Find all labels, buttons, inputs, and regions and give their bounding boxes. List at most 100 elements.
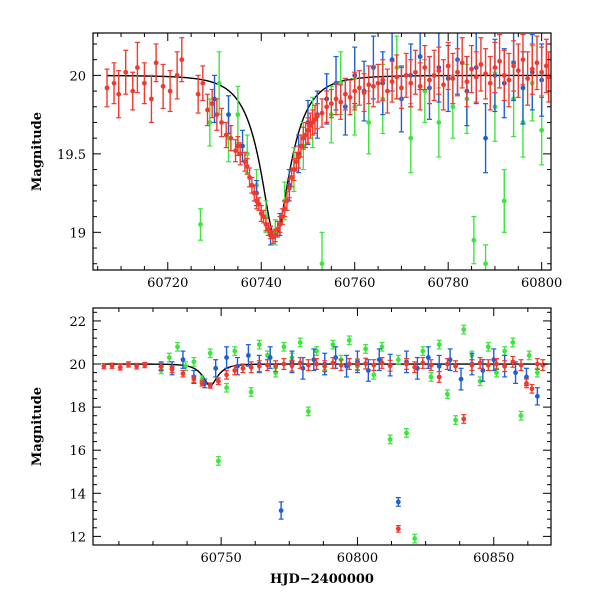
data-point xyxy=(333,355,339,360)
data-point xyxy=(403,72,409,78)
data-point xyxy=(330,342,336,348)
data-point xyxy=(420,348,426,354)
data-point xyxy=(224,385,229,391)
data-point xyxy=(379,360,385,366)
data-point xyxy=(461,327,467,332)
data-point xyxy=(483,71,488,77)
data-point xyxy=(436,374,442,380)
data-point xyxy=(179,57,185,63)
data-point xyxy=(169,367,175,372)
data-point xyxy=(404,361,409,367)
data-point xyxy=(213,365,219,371)
y-tick-label: 18 xyxy=(69,401,86,416)
data-point xyxy=(477,360,483,366)
data-point xyxy=(453,363,458,369)
data-point xyxy=(513,370,518,376)
data-point xyxy=(281,344,287,350)
y-tick-label: 22 xyxy=(69,315,86,330)
data-point xyxy=(273,363,279,369)
data-point xyxy=(319,261,325,267)
plot-area xyxy=(101,324,549,544)
data-point xyxy=(464,79,470,85)
data-point xyxy=(387,437,393,442)
data-point xyxy=(175,344,180,350)
data-point xyxy=(526,353,532,358)
data-point xyxy=(328,101,334,107)
x-tick-label: 60850 xyxy=(473,551,514,566)
data-point xyxy=(256,342,262,348)
data-point xyxy=(237,151,243,157)
data-point xyxy=(160,83,166,89)
data-point xyxy=(455,69,460,75)
data-point xyxy=(153,60,159,66)
data-point xyxy=(453,417,458,423)
data-point xyxy=(242,159,248,165)
data-point xyxy=(174,72,180,78)
data-point xyxy=(248,389,254,395)
data-point xyxy=(510,359,516,365)
data-point xyxy=(142,362,148,368)
data-point xyxy=(126,362,131,367)
data-point xyxy=(417,83,423,89)
data-point xyxy=(356,85,362,91)
data-point xyxy=(180,371,186,377)
data-point xyxy=(404,430,409,436)
data-point xyxy=(366,82,372,88)
data-point xyxy=(235,143,241,149)
data-point xyxy=(506,77,512,83)
data-point xyxy=(417,54,423,59)
data-point xyxy=(485,362,491,368)
data-point xyxy=(281,361,287,367)
data-point xyxy=(534,393,540,399)
data-point xyxy=(502,363,508,369)
data-point xyxy=(123,69,129,75)
data-point xyxy=(436,120,442,125)
data-point xyxy=(109,363,115,369)
data-point xyxy=(371,372,377,378)
data-point xyxy=(445,391,450,397)
data-point xyxy=(491,357,497,363)
data-point xyxy=(412,536,418,541)
data-point xyxy=(248,364,254,370)
model-curve xyxy=(107,74,551,238)
data-point xyxy=(485,344,491,350)
y-tick-label: 12 xyxy=(69,530,86,545)
data-point xyxy=(158,364,164,370)
red-series xyxy=(101,355,546,533)
data-point xyxy=(428,362,434,368)
data-point xyxy=(166,355,172,360)
y-axis-label: Magnitude xyxy=(30,112,45,191)
data-point xyxy=(469,66,474,72)
data-point xyxy=(376,357,382,363)
data-point xyxy=(408,135,414,141)
data-point xyxy=(380,77,386,83)
data-point xyxy=(226,112,231,118)
data-point xyxy=(534,60,540,66)
data-point xyxy=(361,90,367,96)
data-point xyxy=(346,361,352,367)
data-point xyxy=(224,355,229,360)
data-point xyxy=(195,91,201,97)
data-point xyxy=(425,355,431,360)
data-point xyxy=(375,80,381,86)
data-point xyxy=(305,362,311,368)
data-point xyxy=(413,69,418,75)
data-point xyxy=(183,363,189,369)
data-point xyxy=(216,378,221,384)
data-point xyxy=(502,348,508,354)
data-point xyxy=(515,68,521,74)
data-point xyxy=(525,76,531,81)
data-point xyxy=(330,360,336,366)
data-point xyxy=(134,363,140,369)
y-tick-label: 19 xyxy=(69,226,86,241)
data-point xyxy=(342,91,348,97)
data-point xyxy=(311,357,317,363)
data-point xyxy=(445,63,451,69)
data-point xyxy=(300,365,306,371)
data-point xyxy=(142,80,147,86)
data-point xyxy=(459,60,465,66)
data-point xyxy=(111,80,117,86)
data-point xyxy=(450,76,456,81)
data-point xyxy=(524,374,529,380)
